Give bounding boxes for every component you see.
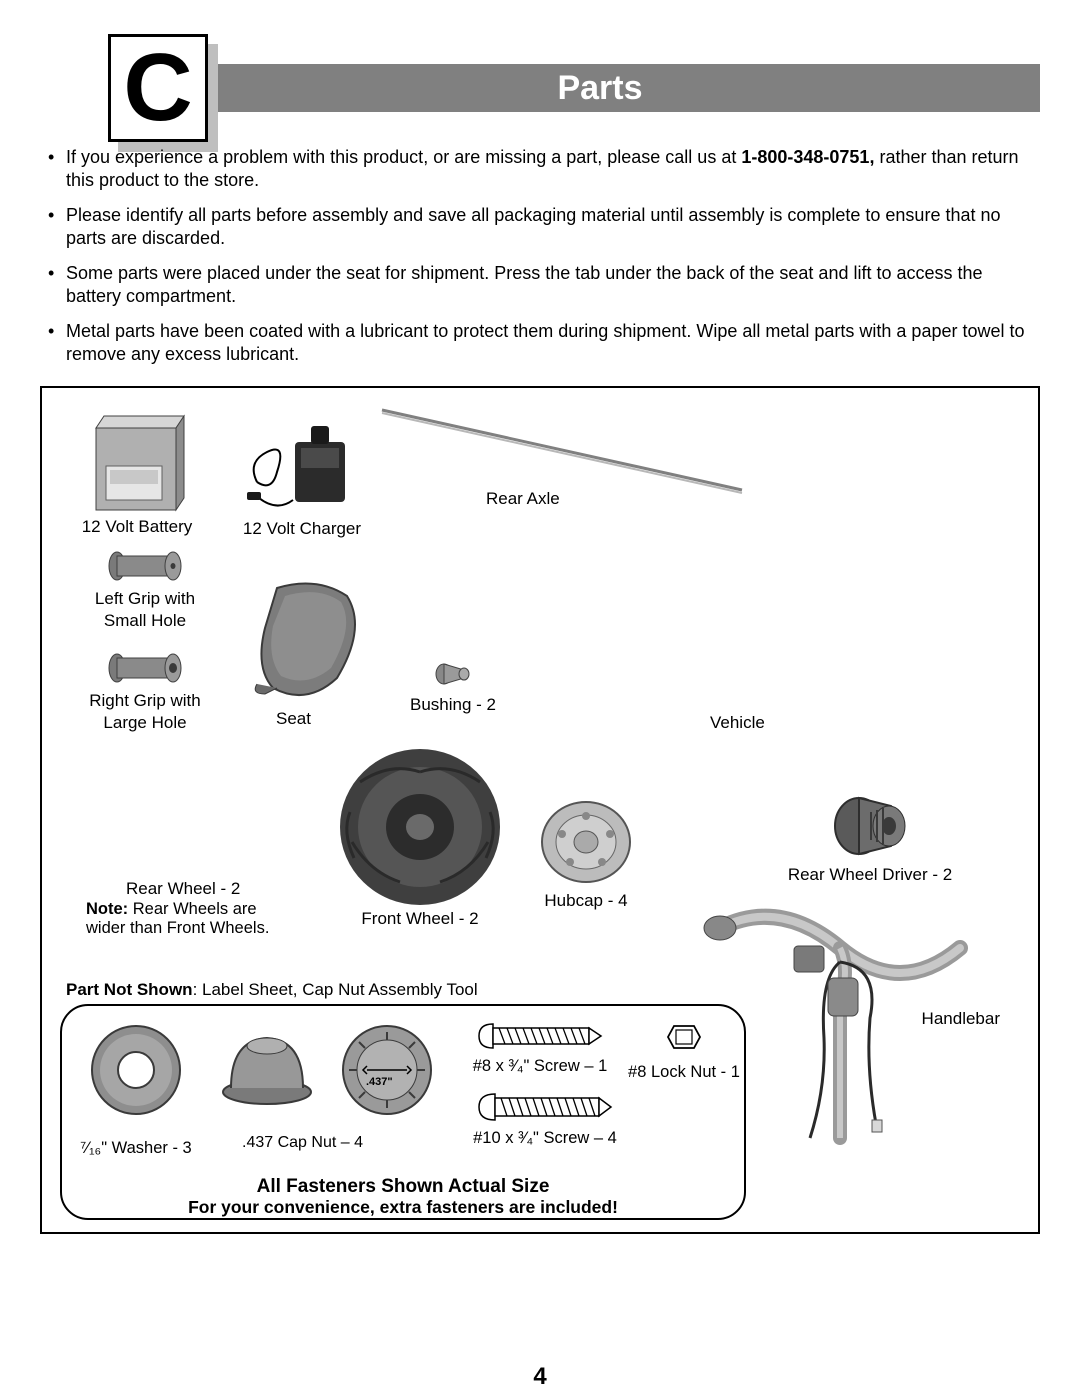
section-title: Parts bbox=[557, 69, 642, 108]
list-item: Metal parts have been coated with a lubr… bbox=[40, 320, 1040, 366]
part-vehicle: Vehicle bbox=[710, 712, 830, 733]
section-letter: C bbox=[123, 40, 192, 136]
dimension-label: .437" bbox=[366, 1076, 393, 1088]
fasteners-title: All Fasteners Shown Actual Size bbox=[62, 1176, 744, 1198]
section-letter-box: C bbox=[108, 34, 208, 142]
part-label: Left Grip with bbox=[80, 588, 210, 609]
instruction-list: If you experience a problem with this pr… bbox=[40, 146, 1040, 366]
part-note: Note: Rear Wheels are wider than Front W… bbox=[86, 900, 269, 937]
axle-icon bbox=[372, 398, 752, 498]
part-label: Vehicle bbox=[710, 712, 830, 733]
bullet-text: If you experience a problem with this pr… bbox=[66, 147, 741, 167]
list-item: Please identify all parts before assembl… bbox=[40, 204, 1040, 250]
part-label: Hubcap - 4 bbox=[526, 890, 646, 911]
part-label: Rear Wheel Driver - 2 bbox=[770, 864, 970, 885]
part-charger: 12 Volt Charger bbox=[232, 412, 372, 539]
part-bushing: Bushing - 2 bbox=[398, 654, 508, 715]
grip-icon bbox=[103, 646, 187, 690]
capnut-side-icon bbox=[217, 1028, 317, 1108]
fastener-capnut-top: .437" bbox=[332, 1020, 442, 1125]
fastener-screw8: #8 x ³⁄₄" Screw – 1 bbox=[460, 1020, 620, 1076]
locknut-icon bbox=[664, 1020, 704, 1054]
charger-icon bbox=[237, 412, 367, 518]
fastener-label: .437 Cap Nut – 4 bbox=[242, 1134, 363, 1152]
hubcap-icon bbox=[536, 794, 636, 890]
fastener-screw10: #10 x ³⁄₄" Screw – 4 bbox=[460, 1090, 630, 1148]
part-label: Small Hole bbox=[80, 610, 210, 631]
part-rear-wheel: Rear Wheel - 2 Note: Rear Wheels are wid… bbox=[86, 878, 286, 937]
part-seat: Seat bbox=[232, 568, 392, 729]
bullet-text: Please identify all parts before assembl… bbox=[66, 205, 1001, 248]
part-not-shown: Part Not Shown: Label Sheet, Cap Nut Ass… bbox=[66, 980, 478, 1000]
part-hubcap: Hubcap - 4 bbox=[526, 794, 646, 911]
fasteners-panel: ⁷⁄₁₆" Washer - 3 bbox=[60, 1004, 746, 1220]
bullet-text: Some parts were placed under the seat fo… bbox=[66, 263, 983, 306]
part-label: Right Grip with bbox=[80, 690, 210, 711]
list-item: If you experience a problem with this pr… bbox=[40, 146, 1040, 192]
bullet-text: Metal parts have been coated with a lubr… bbox=[66, 321, 1025, 364]
part-label: Handlebar bbox=[922, 1008, 1000, 1029]
fastener-washer: ⁷⁄₁₆" Washer - 3 bbox=[76, 1020, 196, 1158]
part-rear-wheel-driver: Rear Wheel Driver - 2 bbox=[770, 788, 970, 885]
part-label: Front Wheel - 2 bbox=[320, 908, 520, 929]
phone-number: 1-800-348-0751, bbox=[741, 147, 874, 167]
part-left-grip: Left Grip with Small Hole bbox=[80, 544, 210, 631]
seat-icon bbox=[237, 568, 387, 708]
grip-icon bbox=[103, 544, 187, 588]
part-label: Large Hole bbox=[80, 712, 210, 733]
washer-icon bbox=[86, 1020, 186, 1120]
screw-icon bbox=[475, 1020, 605, 1052]
fastener-label: #8 x ³⁄₄" Screw – 1 bbox=[460, 1057, 620, 1076]
part-label: 12 Volt Charger bbox=[232, 518, 372, 539]
fastener-label: ⁷⁄₁₆" Washer - 3 bbox=[76, 1139, 196, 1158]
part-battery: 12 Volt Battery bbox=[72, 406, 202, 537]
fastener-capnut-side bbox=[212, 1028, 322, 1113]
part-label: 12 Volt Battery bbox=[72, 516, 202, 537]
wheel-driver-icon bbox=[825, 788, 915, 864]
parts-diagram: 12 Volt Battery 12 Volt Charger Rear Axl… bbox=[40, 386, 1040, 1234]
fasteners-subtitle: For your convenience, extra fasteners ar… bbox=[62, 1197, 744, 1218]
part-label: Rear Wheel - 2 bbox=[126, 878, 286, 899]
part-front-wheel: Front Wheel - 2 bbox=[320, 742, 520, 929]
section-header: Parts C bbox=[40, 30, 1040, 116]
fastener-label: #8 Lock Nut - 1 bbox=[624, 1063, 744, 1082]
part-label: Bushing - 2 bbox=[398, 694, 508, 715]
page-number: 4 bbox=[0, 1363, 1080, 1391]
tire-icon bbox=[330, 742, 510, 912]
part-label: Rear Axle bbox=[486, 488, 560, 509]
fastener-locknut: #8 Lock Nut - 1 bbox=[624, 1020, 744, 1082]
title-bar: Parts bbox=[160, 64, 1040, 112]
bushing-icon bbox=[428, 654, 478, 694]
screw-icon bbox=[475, 1090, 615, 1124]
list-item: Some parts were placed under the seat fo… bbox=[40, 262, 1040, 308]
part-rear-axle: Rear Axle bbox=[372, 398, 752, 498]
battery-icon bbox=[82, 406, 192, 516]
part-right-grip: Right Grip with Large Hole bbox=[80, 646, 210, 733]
capnut-top-icon bbox=[337, 1020, 437, 1120]
part-label: Seat bbox=[276, 708, 392, 729]
fastener-label: #10 x ³⁄₄" Screw – 4 bbox=[460, 1129, 630, 1148]
